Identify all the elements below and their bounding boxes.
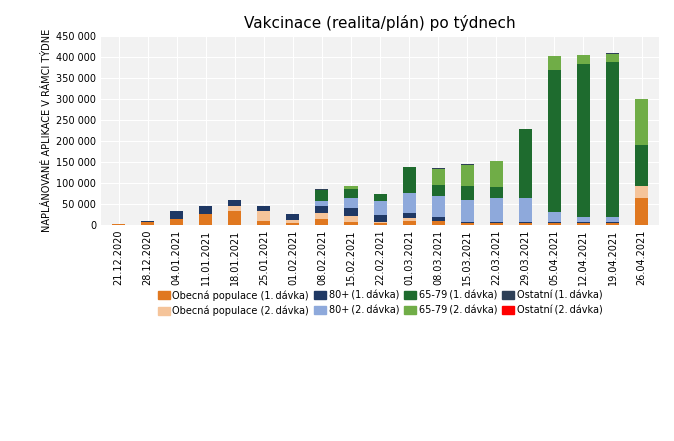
Bar — [461, 164, 474, 187]
Bar — [431, 169, 445, 185]
Bar — [315, 220, 328, 225]
Bar — [315, 190, 328, 201]
Bar — [519, 198, 532, 221]
Bar — [635, 186, 648, 198]
Bar — [431, 168, 445, 169]
Bar — [402, 193, 416, 213]
Bar — [635, 99, 648, 145]
Bar — [431, 221, 445, 225]
Bar — [490, 161, 503, 187]
Bar — [315, 201, 328, 206]
Bar — [344, 217, 357, 221]
Bar — [141, 221, 154, 222]
Y-axis label: NAPLÁNOVANÉ APLIKACE V RÁMCI TÝDNE: NAPLÁNOVANÉ APLIKACE V RÁMCI TÝDNE — [42, 29, 52, 232]
Bar — [344, 189, 357, 198]
Bar — [344, 198, 357, 208]
Bar — [402, 221, 416, 225]
Bar — [490, 221, 503, 223]
Bar — [373, 194, 387, 202]
Bar — [606, 53, 619, 54]
Bar — [461, 187, 474, 200]
Bar — [577, 55, 590, 64]
Bar — [402, 167, 416, 193]
Bar — [635, 198, 648, 225]
Title: Vakcinace (realita/plán) po týdnech: Vakcinace (realita/plán) po týdnech — [244, 15, 516, 31]
Bar — [606, 54, 619, 62]
Bar — [228, 211, 241, 225]
Bar — [286, 213, 299, 220]
Bar — [228, 206, 241, 211]
Bar — [373, 215, 387, 221]
Bar — [286, 223, 299, 225]
Bar — [606, 217, 619, 221]
Bar — [344, 221, 357, 225]
Bar — [315, 206, 328, 213]
Bar — [200, 213, 212, 225]
Bar — [402, 218, 416, 221]
Bar — [548, 212, 561, 221]
Bar — [519, 128, 532, 198]
Bar — [373, 202, 387, 215]
Bar — [490, 223, 503, 225]
Bar — [490, 187, 503, 198]
Bar — [548, 70, 561, 212]
Bar — [315, 213, 328, 220]
Bar — [257, 211, 270, 221]
Bar — [257, 221, 270, 225]
Bar — [431, 185, 445, 196]
Bar — [548, 223, 561, 225]
Bar — [577, 217, 590, 221]
Bar — [170, 211, 183, 219]
Bar — [402, 213, 416, 218]
Bar — [257, 206, 270, 211]
Bar — [577, 64, 590, 217]
Bar — [490, 198, 503, 221]
Bar — [170, 219, 183, 225]
Bar — [548, 221, 561, 223]
Bar — [286, 220, 299, 223]
Bar — [577, 221, 590, 223]
Bar — [373, 221, 387, 223]
Bar — [431, 217, 445, 221]
Bar — [228, 200, 241, 206]
Bar — [519, 221, 532, 223]
Bar — [635, 145, 648, 186]
Bar — [431, 196, 445, 217]
Bar — [200, 206, 212, 213]
Bar — [344, 187, 357, 189]
Bar — [461, 221, 474, 223]
Bar — [606, 62, 619, 217]
Bar — [461, 200, 474, 221]
Legend: Obecná populace (1. dávka), Obecná populace (2. dávka), 80+ (1. dávka), 80+ (2. : Obecná populace (1. dávka), Obecná popul… — [158, 290, 603, 316]
Bar — [519, 223, 532, 225]
Bar — [373, 223, 387, 225]
Bar — [577, 223, 590, 225]
Bar — [141, 222, 154, 225]
Bar — [461, 223, 474, 225]
Bar — [344, 208, 357, 217]
Bar — [606, 221, 619, 223]
Bar — [606, 223, 619, 225]
Bar — [315, 189, 328, 190]
Bar — [548, 56, 561, 70]
